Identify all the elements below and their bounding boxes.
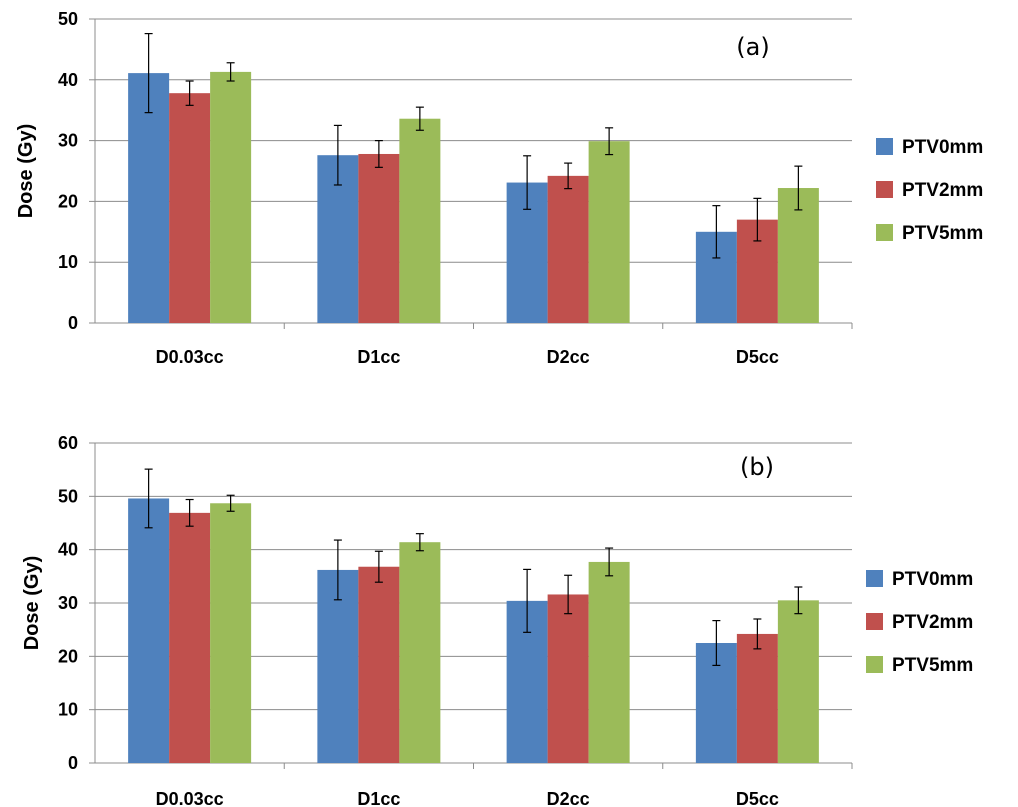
bar-PTV5mm-D1cc xyxy=(399,542,441,763)
legend-label: PTV2mm xyxy=(902,180,983,201)
y-tick-label: 40 xyxy=(58,540,78,560)
y-tick-label: 40 xyxy=(58,70,78,90)
y-tick-label: 0 xyxy=(68,313,78,333)
bar-PTV5mm-D5cc xyxy=(777,188,819,323)
bar-PTV0mm-D1cc xyxy=(317,569,359,763)
bar-PTV2mm-D5cc xyxy=(736,633,778,763)
bar-PTV5mm-D2cc xyxy=(588,561,630,763)
bar-PTV2mm-D1cc xyxy=(358,566,400,763)
bar-PTV2mm-D0.03cc xyxy=(169,512,211,763)
x-category-label: D0.03cc xyxy=(156,789,224,807)
legend: PTV0mm PTV2mm PTV5mm xyxy=(866,569,973,676)
x-category-label: D1cc xyxy=(357,347,400,367)
legend-swatch-PTV0mm xyxy=(876,138,893,155)
bar-PTV5mm-D1cc xyxy=(399,118,441,323)
bar-PTV5mm-D0.03cc xyxy=(210,71,252,324)
y-tick-label: 50 xyxy=(58,9,78,29)
legend-label: PTV2mm xyxy=(892,612,973,633)
legend-label: PTV0mm xyxy=(892,569,973,590)
bar-PTV0mm-D0.03cc xyxy=(128,498,170,763)
y-tick-label: 10 xyxy=(58,700,78,720)
legend-swatch-PTV2mm xyxy=(876,181,893,198)
x-category-label: D5cc xyxy=(736,347,779,367)
x-category-label: D2cc xyxy=(547,789,590,807)
x-category-label: D0.03cc xyxy=(156,347,224,367)
bar-PTV2mm-D2cc xyxy=(547,175,589,323)
y-tick-label: 50 xyxy=(58,486,78,506)
x-category-label: D2cc xyxy=(547,347,590,367)
bar-PTV5mm-D5cc xyxy=(777,600,819,763)
bar-PTV2mm-D1cc xyxy=(358,153,400,323)
legend-swatch-PTV0mm xyxy=(866,570,883,587)
bar-PTV2mm-D2cc xyxy=(547,594,589,763)
legend-label: PTV5mm xyxy=(892,655,973,676)
legend-label: PTV5mm xyxy=(902,223,983,244)
y-tick-label: 20 xyxy=(58,646,78,666)
chart-panel-1: 0 10 20 30 40 50 D0.03cc D1cc D2cc D5cc Dose (Gy) (… xyxy=(15,9,983,367)
panel-annotation: (b) xyxy=(740,453,774,481)
panel-annotation: (a) xyxy=(736,33,769,61)
y-tick-label: 0 xyxy=(68,753,78,773)
bar-PTV5mm-D2cc xyxy=(588,141,630,323)
y-axis-label: Dose (Gy) xyxy=(21,556,43,650)
bar-PTV5mm-D0.03cc xyxy=(210,503,252,763)
x-category-label: D1cc xyxy=(357,789,400,807)
bar-PTV2mm-D0.03cc xyxy=(169,93,211,324)
y-tick-label: 30 xyxy=(58,593,78,613)
bar-PTV0mm-D0.03cc xyxy=(128,73,170,323)
legend-label: PTV0mm xyxy=(902,137,983,158)
legend-swatch-PTV2mm xyxy=(866,613,883,630)
legend-swatch-PTV5mm xyxy=(866,656,883,673)
y-axis-label: Dose (Gy) xyxy=(15,124,37,218)
x-category-label: D5cc xyxy=(736,789,779,807)
legend: PTV0mm PTV2mm PTV5mm xyxy=(876,137,983,244)
chart-panel-2: 0 10 20 30 40 50 60 D0.03cc D1cc D2cc D5cc Dose (Gy… xyxy=(21,433,973,807)
y-tick-label: 10 xyxy=(58,252,78,272)
legend-swatch-PTV5mm xyxy=(876,224,893,241)
y-tick-label: 20 xyxy=(58,191,78,211)
y-tick-label: 30 xyxy=(58,131,78,151)
y-tick-label: 60 xyxy=(58,433,78,453)
